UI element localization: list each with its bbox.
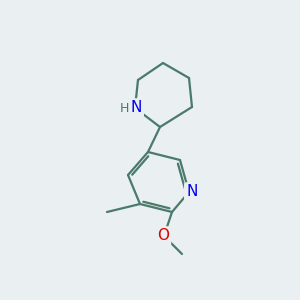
Text: H: H: [119, 103, 129, 116]
Text: O: O: [157, 229, 169, 244]
Text: N: N: [186, 184, 198, 200]
Text: N: N: [130, 100, 142, 116]
